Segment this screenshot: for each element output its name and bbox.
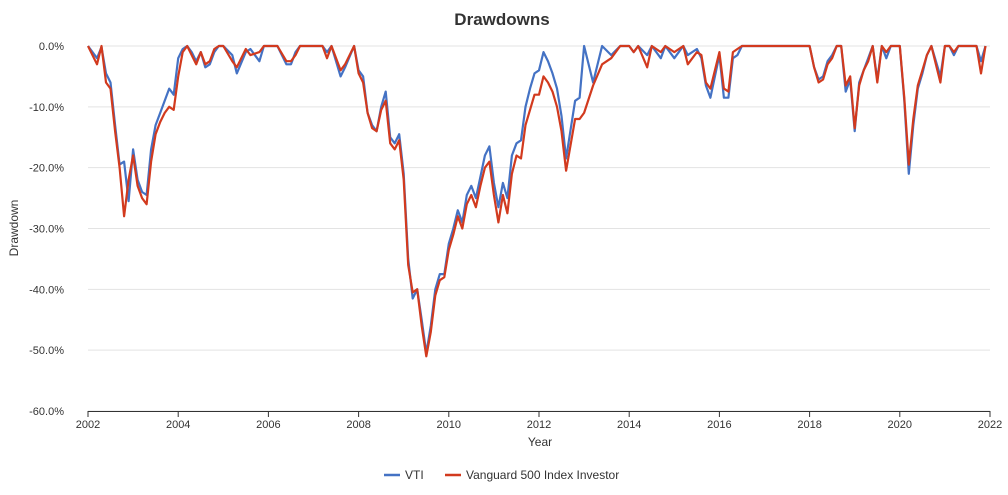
x-tick-label: 2008 xyxy=(346,419,370,431)
chart-title: Drawdowns xyxy=(454,10,549,29)
x-tick-label: 2010 xyxy=(437,419,461,431)
x-tick-label: 2020 xyxy=(888,419,912,431)
x-tick-label: 2012 xyxy=(527,419,551,431)
x-tick-label: 2006 xyxy=(256,419,280,431)
series-line-1 xyxy=(87,44,987,358)
x-tick-label: 2004 xyxy=(166,419,190,431)
y-tick-label: -60.0% xyxy=(29,406,64,418)
x-tick-label: 2002 xyxy=(76,419,100,431)
x-axis-title: Year xyxy=(528,435,552,449)
y-axis-title: Drawdown xyxy=(7,200,21,257)
x-tick-label: 2022 xyxy=(978,419,1002,431)
series-lines xyxy=(87,44,987,358)
y-tick-label: -50.0% xyxy=(29,345,64,357)
y-axis-ticks: 0.0% -10.0% -20.0% -30.0% -40.0% -50.0% -60.0% xyxy=(29,41,64,418)
legend-label-1[interactable]: Vanguard 500 Index Investor xyxy=(466,468,619,482)
y-tick-label: -20.0% xyxy=(29,163,64,175)
x-tick-label: 2018 xyxy=(797,419,821,431)
y-tick-label: -30.0% xyxy=(29,224,64,236)
y-tick-label: -40.0% xyxy=(29,284,64,296)
gridlines xyxy=(88,45,990,412)
y-tick-label: 0.0% xyxy=(39,41,64,53)
x-axis-ticks: 2002 2004 2006 2008 2010 2012 2014 2016 2018 2020… xyxy=(76,411,1002,431)
legend-label-0[interactable]: VTI xyxy=(405,468,424,482)
legend: VTI Vanguard 500 Index Investor xyxy=(384,468,619,482)
x-tick-label: 2016 xyxy=(707,419,731,431)
x-tick-label: 2014 xyxy=(617,419,641,431)
y-tick-label: -10.0% xyxy=(29,102,64,114)
